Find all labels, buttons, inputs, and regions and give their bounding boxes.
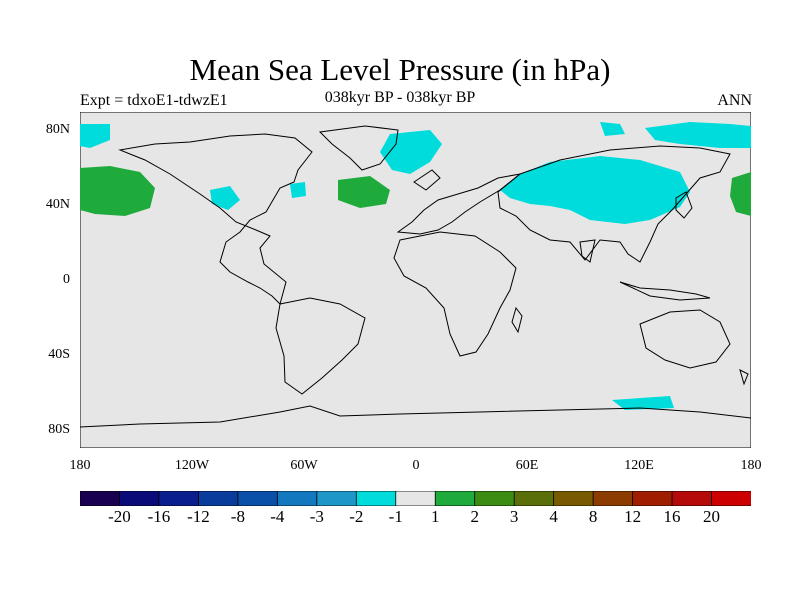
x-tick-label: 0 — [412, 458, 420, 473]
coastlines — [80, 125, 751, 428]
colorbar-label: -12 — [187, 507, 210, 526]
colorbar-swatch — [355, 491, 397, 506]
colorbar-label: -2 — [349, 507, 364, 526]
colorbar-label: -20 — [108, 507, 131, 526]
colorbar-label: -8 — [230, 507, 245, 526]
colorbar-label: -3 — [309, 507, 324, 526]
coast-new-zealand — [739, 369, 749, 386]
coast-japan — [675, 191, 693, 219]
colorbar-swatch — [237, 491, 279, 506]
neg-region-eurasia — [500, 156, 690, 224]
map-panel — [80, 112, 751, 448]
coast-britain — [413, 169, 441, 191]
coast-africa — [393, 231, 517, 357]
coast-india — [579, 239, 596, 263]
coast-madagascar — [511, 306, 523, 334]
pos-region-north-atlantic — [338, 176, 390, 208]
colorbar-label: 12 — [624, 507, 642, 526]
colorbar-label: 1 — [430, 507, 440, 526]
neg-region-north-atlantic — [380, 130, 442, 174]
colorbar-label: 8 — [588, 507, 598, 526]
negative-anomaly-regions — [80, 122, 751, 410]
colorbar-label: -16 — [147, 507, 171, 526]
colorbar-label: 2 — [470, 507, 479, 526]
season-label: ANN — [717, 92, 752, 109]
colorbar-swatch — [119, 491, 160, 506]
colorbar-svg — [80, 491, 751, 506]
x-tick-label: 180 — [740, 458, 762, 473]
colorbar-swatch — [276, 491, 318, 506]
map-title: Mean Sea Level Pressure (in hPa) — [189, 52, 611, 87]
colorbar-swatch — [513, 491, 555, 506]
map-svg — [80, 112, 751, 448]
pos-region-north-pacific-west — [730, 172, 751, 216]
colorbar — [80, 491, 751, 506]
colorbar-swatch — [434, 491, 476, 506]
y-tick-label: 80N — [45, 122, 70, 137]
y-tick-label: 40S — [48, 347, 70, 362]
coast-asia — [497, 145, 731, 263]
colorbar-swatch — [158, 491, 200, 506]
y-tick-label: 80S — [48, 422, 70, 437]
colorbar-label: 4 — [549, 507, 558, 526]
neg-region-hudson — [290, 182, 306, 198]
coast-south-america — [275, 297, 366, 395]
neg-region-antarctic — [612, 396, 674, 410]
neg-region-arctic-east — [645, 122, 751, 148]
colorbar-label: 20 — [703, 507, 721, 526]
x-tick-label: 180 — [69, 458, 91, 473]
neg-region-north-america — [210, 186, 240, 210]
coast-indonesia — [619, 281, 711, 301]
colorbar-swatch — [395, 491, 437, 506]
coast-australia — [639, 309, 731, 369]
colorbar-label: -1 — [388, 507, 403, 526]
colorbar-swatch — [316, 491, 358, 506]
neg-region-arctic-west — [80, 124, 110, 148]
colorbar-label: 3 — [509, 507, 519, 526]
colorbar-swatch — [474, 491, 516, 506]
experiment-label: Expt = tdxoE1-tdwzE1 — [80, 92, 228, 109]
x-tick-label: 60W — [290, 458, 318, 473]
y-tick-label: 0 — [63, 272, 70, 287]
coast-north-america — [118, 133, 313, 305]
colorbar-swatch — [592, 491, 634, 506]
colorbar-swatch — [671, 491, 713, 506]
x-tick-label: 120E — [624, 458, 654, 473]
colorbar-swatch — [198, 491, 239, 506]
colorbar-label: -4 — [270, 507, 285, 526]
pos-region-north-pacific-east — [80, 166, 155, 216]
x-tick-label: 60E — [515, 458, 539, 473]
positive-anomaly-regions — [80, 166, 751, 216]
colorbar-swatch — [711, 491, 751, 506]
neg-region-arctic-siberia-small — [600, 122, 625, 136]
colorbar-swatch — [80, 491, 121, 506]
period-label: 038kyr BP - 038kyr BP — [324, 89, 476, 106]
x-tick-label: 120W — [174, 458, 210, 473]
colorbar-swatch — [553, 491, 595, 506]
colorbar-label: 16 — [663, 507, 681, 526]
colorbar-swatch — [632, 491, 673, 506]
y-tick-label: 40N — [45, 197, 70, 212]
coast-greenland — [318, 125, 399, 171]
coast-antarctica — [80, 405, 751, 428]
